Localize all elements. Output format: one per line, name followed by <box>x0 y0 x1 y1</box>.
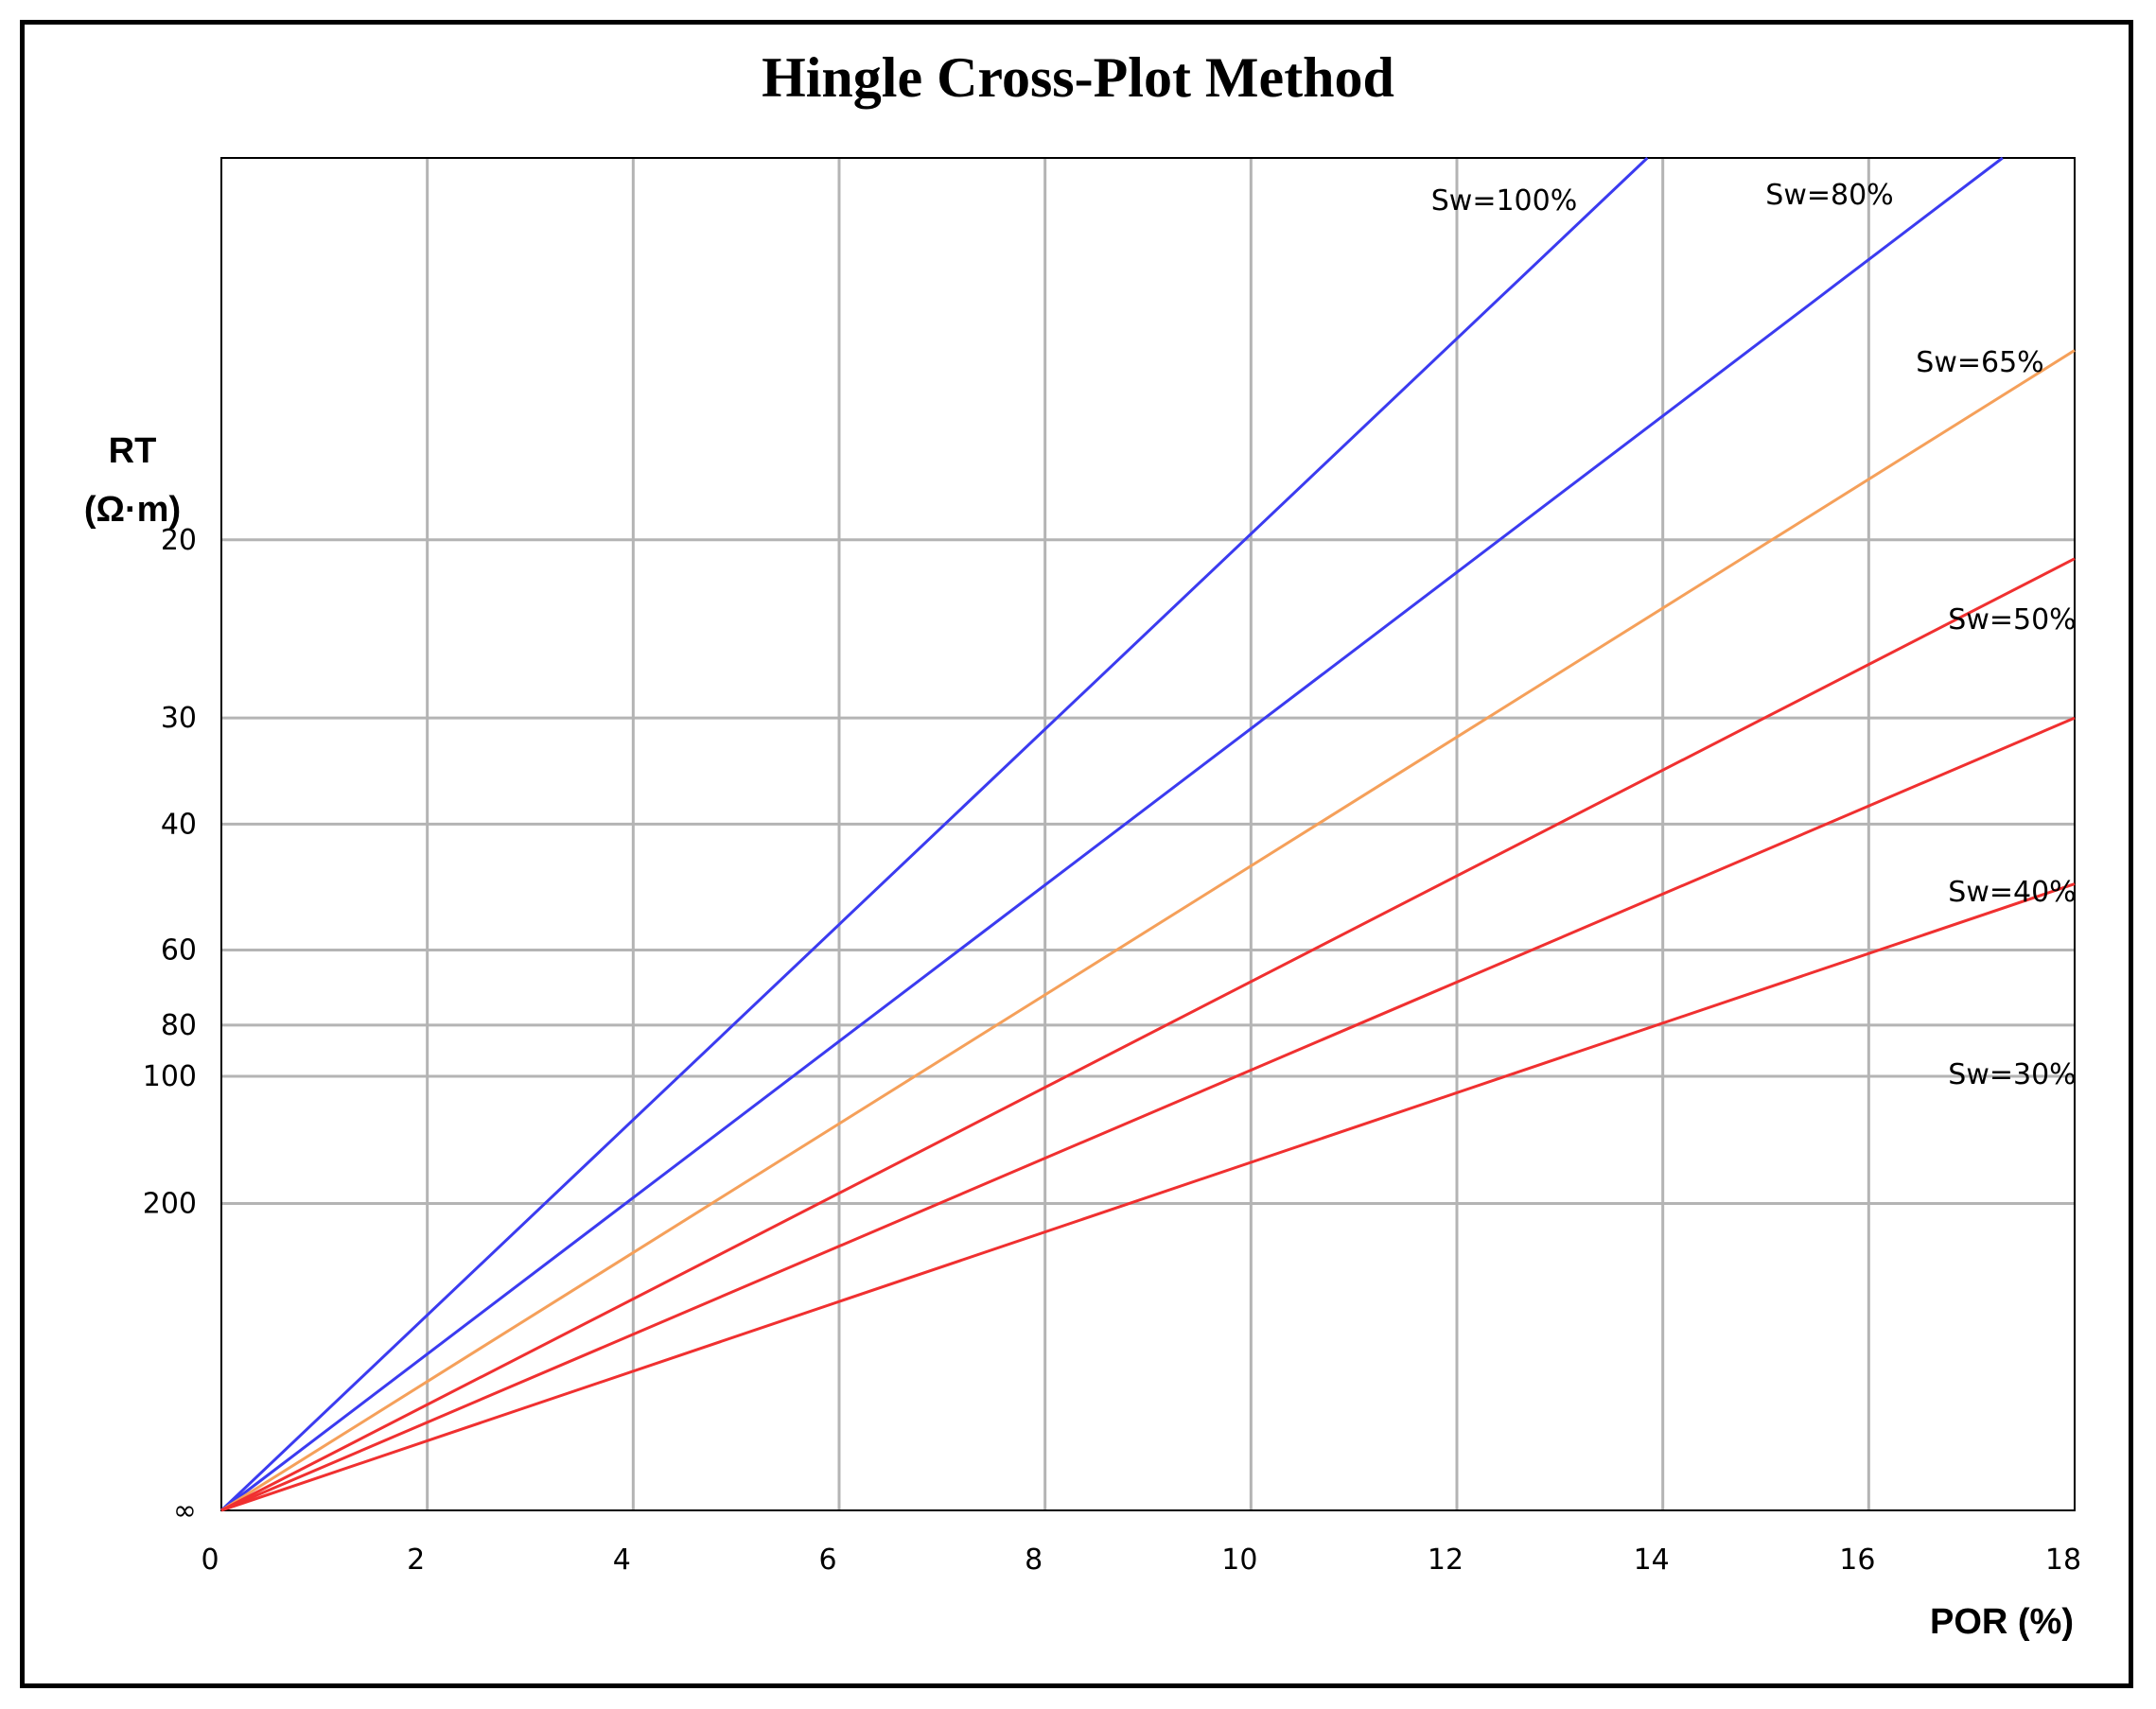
series-line-5 <box>220 882 2076 1512</box>
x-tick-label-14: 14 <box>1634 1543 1670 1577</box>
series-label-4: Sw=40% <box>1948 876 2076 909</box>
series-label-2: Sw=65% <box>1916 346 2043 379</box>
y-tick-label-60: 60 <box>161 934 197 968</box>
x-tick-label-6: 6 <box>818 1543 836 1577</box>
x-tick-labels: 0 2 4 6 8 10 12 14 16 18 <box>201 1543 2081 1577</box>
y-tick-label-20: 20 <box>161 524 197 557</box>
x-tick-label-16: 16 <box>1839 1543 1875 1577</box>
y-tick-label-200: 200 <box>143 1187 197 1220</box>
x-tick-label-12: 12 <box>1428 1543 1464 1577</box>
x-tick-label-0: 0 <box>201 1543 219 1577</box>
x-tick-label-4: 4 <box>613 1543 631 1577</box>
y-tick-labels: 20 30 40 60 80 100 200 ∞ <box>143 524 197 1527</box>
series-labels: Sw=100% Sw=80% Sw=65% Sw=50% Sw=40% Sw=30% <box>1431 179 2077 1091</box>
grid-lines <box>221 158 2075 1510</box>
y-tick-label-40: 40 <box>161 808 197 841</box>
plot-area-border <box>220 157 2076 1511</box>
x-tick-label-8: 8 <box>1025 1543 1043 1577</box>
chart-title: Hingle Cross-Plot Method <box>762 46 1394 109</box>
x-tick-label-18: 18 <box>2045 1543 2081 1577</box>
x-tick-label-10: 10 <box>1221 1543 1257 1577</box>
series-line-4 <box>220 716 2076 1512</box>
x-axis-title: POR (%) <box>1930 1602 2074 1642</box>
y-axis-title-line2: (Ω·m) <box>84 490 181 530</box>
series-label-0: Sw=100% <box>1431 184 1577 218</box>
y-tick-label-80: 80 <box>161 1009 197 1042</box>
x-tick-label-2: 2 <box>407 1543 425 1577</box>
y-axis-title-line1: RT <box>109 431 157 471</box>
series-line-0 <box>219 156 1649 1512</box>
series-label-1: Sw=80% <box>1765 179 1893 212</box>
chart-frame <box>20 20 2133 1688</box>
series-line-3 <box>220 557 2076 1512</box>
y-tick-label-100: 100 <box>143 1060 197 1093</box>
series-label-3: Sw=50% <box>1948 603 2076 637</box>
series-lines <box>219 156 2076 1512</box>
series-line-1 <box>220 156 2004 1512</box>
y-tick-label-30: 30 <box>161 702 197 735</box>
series-line-2 <box>220 349 2076 1512</box>
y-tick-label-∞: ∞ <box>173 1494 197 1527</box>
series-label-5: Sw=30% <box>1948 1058 2076 1091</box>
